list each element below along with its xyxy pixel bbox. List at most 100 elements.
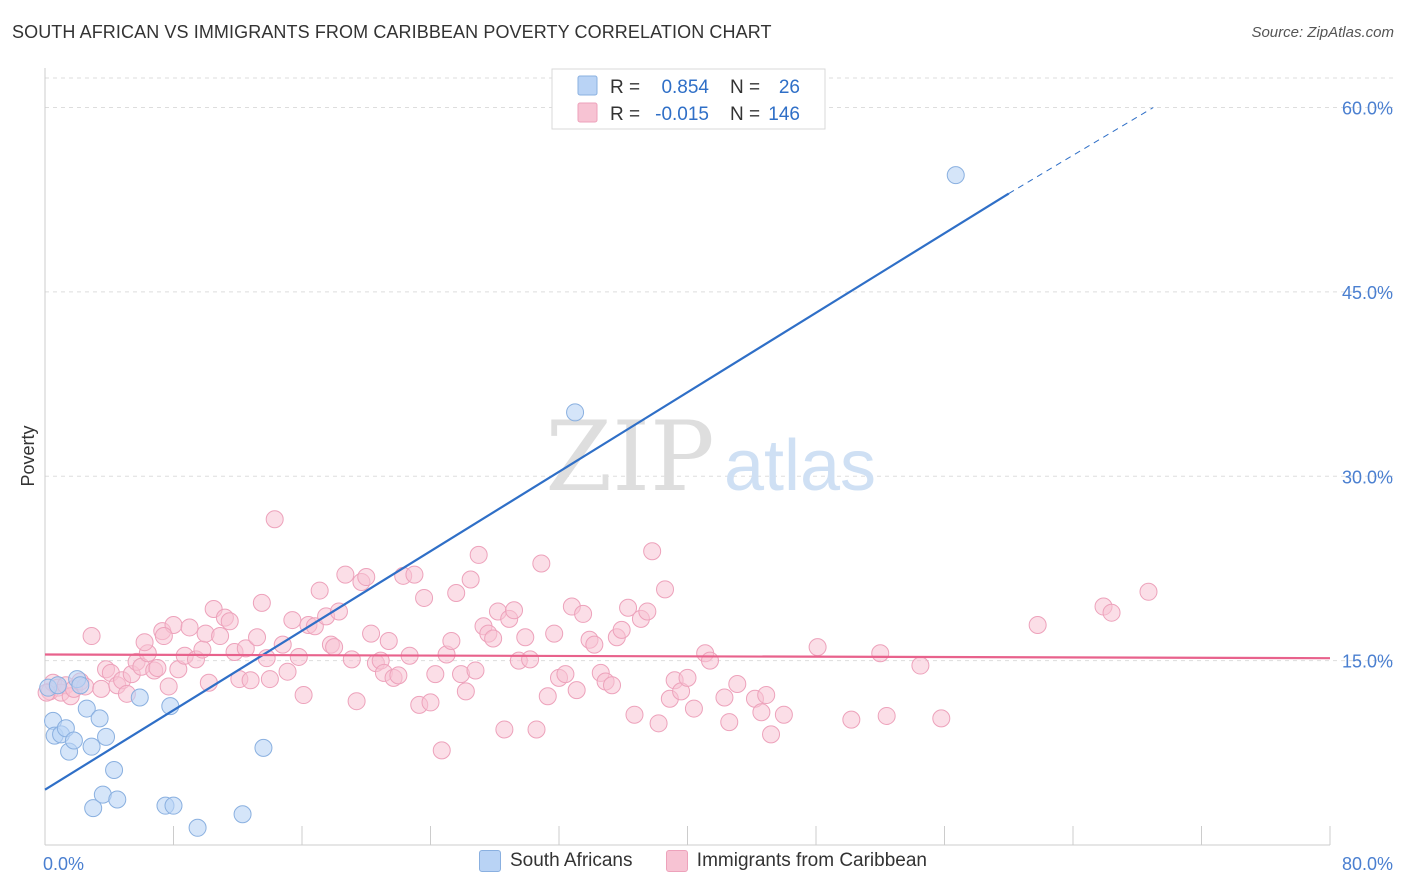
data-point-caribbean xyxy=(1102,603,1121,622)
data-point-caribbean xyxy=(649,714,668,733)
data-point-caribbean xyxy=(505,601,524,620)
data-point-caribbean xyxy=(379,631,398,650)
data-point-caribbean xyxy=(612,620,631,639)
data-point-caribbean xyxy=(154,627,173,646)
watermark: ZIP atlas xyxy=(545,401,876,513)
data-point-caribbean xyxy=(469,545,488,564)
data-point-caribbean xyxy=(484,629,503,648)
data-point-caribbean xyxy=(1139,582,1158,601)
legend-swatch-caribbean xyxy=(665,850,688,872)
data-point-caribbean xyxy=(236,639,255,658)
x-tick-label: 0.0% xyxy=(43,854,84,874)
y-tick-label: 45.0% xyxy=(1342,283,1393,303)
data-point-caribbean xyxy=(678,668,697,687)
data-point-caribbean xyxy=(585,635,604,654)
data-point-caribbean xyxy=(442,631,461,650)
data-point-caribbean xyxy=(877,706,896,725)
data-point-caribbean xyxy=(426,665,445,684)
data-points xyxy=(37,166,1158,837)
data-point-caribbean xyxy=(774,705,793,724)
data-point-caribbean xyxy=(842,710,861,729)
data-point-caribbean xyxy=(362,624,381,643)
y-tick-label: 15.0% xyxy=(1342,652,1393,672)
data-point-caribbean xyxy=(871,644,890,663)
data-point-caribbean xyxy=(619,598,638,617)
data-point-south-african xyxy=(164,796,183,815)
axes xyxy=(44,68,1331,846)
data-point-caribbean xyxy=(521,650,540,669)
data-point-caribbean xyxy=(347,692,366,711)
trend-lines xyxy=(44,107,1331,791)
data-point-caribbean xyxy=(82,627,101,646)
data-point-caribbean xyxy=(603,676,622,695)
y-tick-label: 60.0% xyxy=(1342,99,1393,119)
legend-bottom: South Africans Immigrants from Caribbean xyxy=(0,850,1406,878)
data-point-caribbean xyxy=(574,604,593,623)
x-tick-label: 80.0% xyxy=(1342,854,1393,874)
data-point-south-african xyxy=(108,790,127,809)
data-point-south-african xyxy=(97,727,116,746)
data-point-caribbean xyxy=(911,656,930,675)
trend-line-south-africans xyxy=(44,192,1010,791)
data-point-caribbean xyxy=(135,633,154,652)
data-point-south-african xyxy=(90,709,109,728)
data-point-caribbean xyxy=(342,650,361,669)
legend-n-label: N = xyxy=(730,77,760,98)
data-point-caribbean xyxy=(808,638,827,657)
trend-line-extension-south-africans xyxy=(1008,107,1154,194)
data-point-caribbean xyxy=(762,725,781,744)
data-point-caribbean xyxy=(447,584,466,603)
data-point-caribbean xyxy=(265,510,284,529)
data-point-caribbean xyxy=(1028,615,1047,634)
legend-top: R = 0.854 N = 26 R = -0.015 N = 146 xyxy=(551,68,826,130)
data-point-south-african xyxy=(233,805,252,824)
data-point-caribbean xyxy=(516,628,535,647)
legend-item-south-africans: South Africans xyxy=(478,850,633,872)
data-point-caribbean xyxy=(757,686,776,705)
legend-swatch-caribbean xyxy=(577,102,598,123)
legend-n-value: 26 xyxy=(779,77,800,98)
data-point-south-african xyxy=(566,403,585,422)
data-point-caribbean xyxy=(527,720,546,739)
data-point-south-african xyxy=(71,676,90,695)
data-point-south-african xyxy=(84,799,103,818)
data-point-caribbean xyxy=(656,580,675,599)
data-point-caribbean xyxy=(752,703,771,722)
data-point-caribbean xyxy=(283,611,302,630)
chart-source: Source: ZipAtlas.com xyxy=(1251,24,1394,41)
data-point-caribbean xyxy=(700,651,719,670)
data-point-caribbean xyxy=(728,674,747,693)
data-point-caribbean xyxy=(415,588,434,607)
data-point-south-african xyxy=(48,676,67,695)
legend-swatch-south-africans xyxy=(478,850,501,872)
data-point-south-african xyxy=(77,699,96,718)
y-axis-label: Poverty xyxy=(18,425,38,486)
legend-label-caribbean: Immigrants from Caribbean xyxy=(696,850,927,871)
data-point-caribbean xyxy=(567,681,586,700)
data-point-caribbean xyxy=(289,647,308,666)
data-point-south-african xyxy=(946,166,965,185)
data-point-south-african xyxy=(188,818,207,837)
data-point-caribbean xyxy=(92,679,111,698)
legend-swatch-south-africans xyxy=(577,75,598,96)
data-point-caribbean xyxy=(556,665,575,684)
watermark-atlas: atlas xyxy=(724,426,876,506)
data-point-south-african xyxy=(82,737,101,756)
data-point-south-african xyxy=(254,738,273,757)
data-point-caribbean xyxy=(715,688,734,707)
data-point-caribbean xyxy=(405,565,424,584)
legend-r-value: -0.015 xyxy=(655,104,709,125)
data-point-caribbean xyxy=(625,705,644,724)
data-point-caribbean xyxy=(325,638,344,657)
legend-r-label: R = xyxy=(610,77,640,98)
tick-labels: 15.0% 30.0% 45.0% 60.0% 0.0% 80.0% xyxy=(43,99,1393,875)
data-point-caribbean xyxy=(456,682,475,701)
data-point-caribbean xyxy=(159,677,178,696)
trend-line-caribbean xyxy=(44,653,1331,660)
data-point-caribbean xyxy=(148,659,167,677)
data-point-caribbean xyxy=(638,602,657,621)
data-point-caribbean xyxy=(643,542,662,561)
data-point-caribbean xyxy=(336,565,355,584)
data-point-caribbean xyxy=(248,628,267,647)
